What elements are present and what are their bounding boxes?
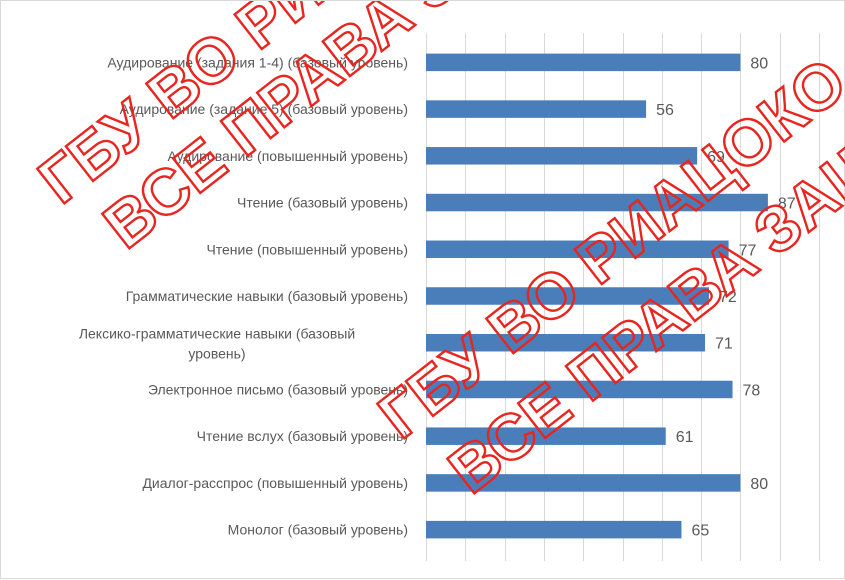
bar-3 <box>426 193 768 212</box>
bar-10 <box>426 520 682 539</box>
category-label-line: Лексико-грамматические навыки (базовый <box>79 326 355 342</box>
category-label-3: Чтение (базовый уровень) <box>237 195 408 211</box>
value-label-6: 71 <box>715 336 733 353</box>
bar-2 <box>426 147 698 165</box>
value-label-9: 80 <box>750 476 768 493</box>
category-label-5: Грамматические навыки (базовый уровень) <box>126 288 408 304</box>
category-label-line: уровень) <box>188 346 245 362</box>
category-label-6: Лексико-грамматические навыки (базовый ур… <box>79 326 355 362</box>
bar-1 <box>426 100 647 118</box>
bar-layer <box>426 53 768 539</box>
bar-5 <box>426 287 709 305</box>
category-label-9: Диалог-расспрос (повышенный уровень) <box>142 475 408 491</box>
value-label-10: 65 <box>691 523 709 540</box>
bar-7 <box>426 380 733 399</box>
category-label-8: Чтение вслух (базовый уровень) <box>197 428 408 444</box>
value-label-5: 72 <box>719 289 737 306</box>
value-label-0: 80 <box>750 55 768 72</box>
label-layer: 80 Аудирование (задания 1-4) (базовый уро… <box>79 54 796 539</box>
value-label-8: 61 <box>676 429 694 446</box>
category-label-10: Монолог (базовый уровень) <box>228 522 408 538</box>
category-label-1: Аудирование (задание 5) (базовый уровень… <box>120 101 408 117</box>
bar-9 <box>426 474 741 492</box>
category-label-0: Аудирование (задания 1-4) (базовый урове… <box>107 54 408 70</box>
category-label-4: Чтение (повышенный уровень) <box>206 241 408 257</box>
value-label-7: 78 <box>743 382 761 399</box>
bar-6 <box>426 333 706 352</box>
category-label-7: Электронное письмо (базовый уровень) <box>148 381 408 397</box>
value-label-3: 87 <box>778 196 796 213</box>
bar-8 <box>426 427 666 445</box>
bar-4 <box>426 240 729 259</box>
value-label-1: 56 <box>656 102 674 119</box>
category-label-2: Аудирование (повышенный уровень) <box>167 148 408 164</box>
bar-0 <box>426 53 741 72</box>
value-label-2: 69 <box>707 149 725 166</box>
value-label-4: 77 <box>739 242 757 259</box>
